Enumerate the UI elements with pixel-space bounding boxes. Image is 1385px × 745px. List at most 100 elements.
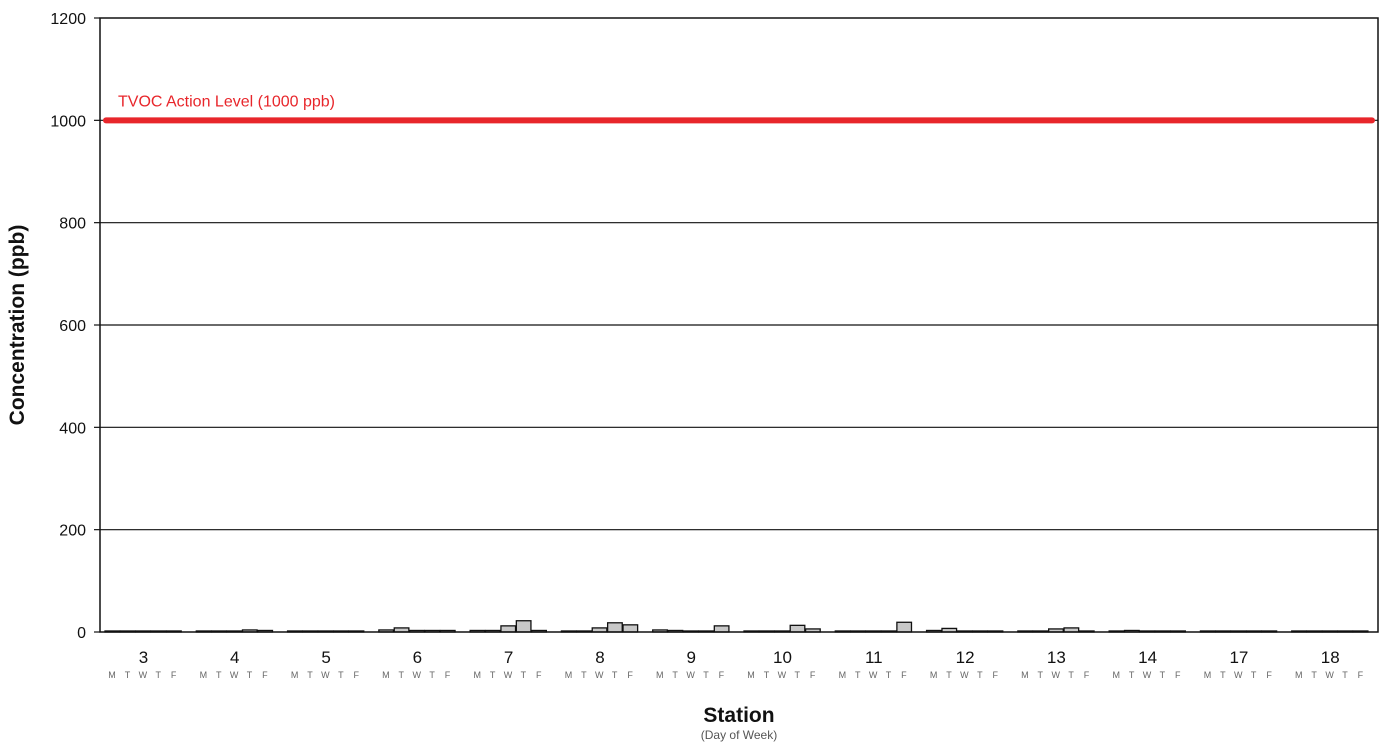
day-label: M <box>1021 670 1029 680</box>
y-tick-label: 1000 <box>50 113 86 130</box>
bars <box>104 620 1369 633</box>
day-label: F <box>992 670 998 680</box>
day-label: F <box>1266 670 1272 680</box>
station-label: 12 <box>956 648 975 667</box>
station-label: 11 <box>865 648 883 667</box>
station-label: 9 <box>686 648 695 667</box>
day-label: M <box>565 670 573 680</box>
day-label: F <box>901 670 907 680</box>
day-label: T <box>1311 670 1317 680</box>
x-tick-labels: M T W T F3M T W T F4M T W T F5M T W T F6M T W T F7M T W T F8M T W T… <box>108 648 1363 680</box>
day-label: T <box>1068 670 1074 680</box>
day-label: F <box>171 670 177 680</box>
y-tick-labels: 0 200 400 600 800 1000 1200 <box>50 11 86 642</box>
day-label: F <box>1175 670 1181 680</box>
day-label: W <box>504 670 513 680</box>
day-label: M <box>747 670 755 680</box>
day-label: M <box>1204 670 1212 680</box>
day-label: T <box>703 670 709 680</box>
day-label: T <box>1342 670 1348 680</box>
day-label: W <box>412 670 421 680</box>
day-label: W <box>778 670 787 680</box>
day-label: T <box>795 670 801 680</box>
station-label: 18 <box>1321 648 1340 667</box>
day-label: T <box>1160 670 1166 680</box>
day-label: F <box>445 670 451 680</box>
y-tick-label: 400 <box>59 420 86 437</box>
day-label: M <box>108 670 116 680</box>
day-label: T <box>946 670 952 680</box>
bar <box>500 625 517 633</box>
bar <box>622 624 639 633</box>
day-label: W <box>1051 670 1060 680</box>
day-label: F <box>1358 670 1364 680</box>
day-label: T <box>886 670 892 680</box>
day-label: W <box>321 670 330 680</box>
day-label: W <box>595 670 604 680</box>
day-label: M <box>291 670 299 680</box>
day-label: W <box>139 670 148 680</box>
action-level-label: TVOC Action Level (1000 ppb) <box>118 93 335 110</box>
y-tick-label: 600 <box>59 318 86 335</box>
day-label: M <box>473 670 481 680</box>
day-label: W <box>869 670 878 680</box>
day-label: F <box>353 670 359 680</box>
station-label: 7 <box>504 648 513 667</box>
day-label: T <box>764 670 770 680</box>
station-label: 14 <box>1138 648 1157 667</box>
y-tick-label: 1200 <box>50 11 86 28</box>
day-label: F <box>262 670 268 680</box>
bar <box>606 622 623 633</box>
day-label: M <box>839 670 847 680</box>
day-label: T <box>1251 670 1257 680</box>
x-axis-title: Station <box>703 704 774 727</box>
station-label: 8 <box>595 648 604 667</box>
day-label: F <box>719 670 725 680</box>
x-axis-subtitle: (Day of Week) <box>701 728 777 742</box>
day-label: T <box>307 670 313 680</box>
day-label: T <box>216 670 222 680</box>
day-label: T <box>1038 670 1044 680</box>
day-label: W <box>1234 670 1243 680</box>
y-tick-label: 200 <box>59 523 86 540</box>
day-label: M <box>382 670 390 680</box>
day-label: M <box>656 670 664 680</box>
day-label: T <box>612 670 618 680</box>
bar <box>789 624 806 633</box>
day-label: T <box>581 670 587 680</box>
bar <box>896 621 913 633</box>
station-label: 13 <box>1047 648 1066 667</box>
day-label: T <box>429 670 435 680</box>
plot-frame <box>99 17 1379 633</box>
station-label: 17 <box>1229 648 1248 667</box>
day-label: F <box>1084 670 1090 680</box>
day-label: F <box>810 670 816 680</box>
day-label: W <box>960 670 969 680</box>
day-label: W <box>1325 670 1334 680</box>
day-label: F <box>627 670 633 680</box>
day-label: M <box>930 670 938 680</box>
day-label: W <box>230 670 239 680</box>
day-label: T <box>855 670 861 680</box>
day-label: T <box>521 670 527 680</box>
day-label: T <box>977 670 983 680</box>
day-label: T <box>247 670 253 680</box>
station-label: 4 <box>230 648 239 667</box>
station-label: 10 <box>773 648 792 667</box>
day-label: T <box>490 670 496 680</box>
day-label: M <box>1112 670 1120 680</box>
day-label: T <box>156 670 162 680</box>
station-label: 5 <box>321 648 330 667</box>
day-label: T <box>1220 670 1226 680</box>
day-label: W <box>1143 670 1152 680</box>
bar <box>515 620 532 633</box>
day-label: M <box>200 670 208 680</box>
station-label: 3 <box>139 648 148 667</box>
day-label: T <box>672 670 678 680</box>
y-axis-title: Concentration (ppb) <box>6 225 29 426</box>
day-label: M <box>1295 670 1303 680</box>
bar <box>713 625 730 633</box>
y-tick-label: 800 <box>59 216 86 233</box>
day-label: W <box>686 670 695 680</box>
